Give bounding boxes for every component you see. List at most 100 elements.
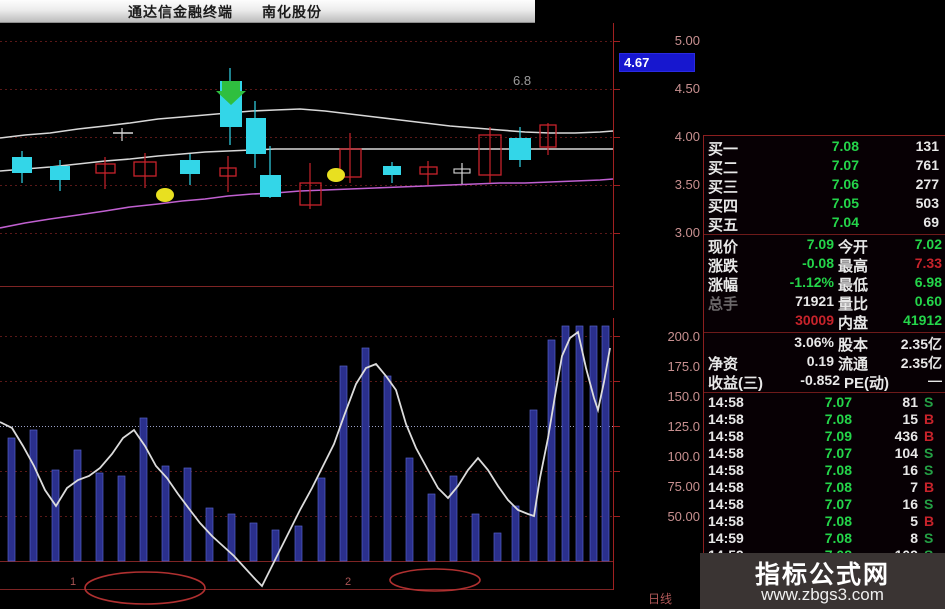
quote-panel: 买一 7.08 131 买二 7.07 761 买三 7.06 277 买四 7… <box>703 135 945 609</box>
tick-price: 7.08 <box>824 462 852 478</box>
bid-label: 买三 <box>708 179 739 196</box>
stat-label-left: 收益(三) <box>708 375 763 392</box>
cursor-price-value: 4.67 <box>624 55 650 70</box>
tick-volume: 81 <box>902 394 918 410</box>
tick-time: 14:58 <box>708 496 744 512</box>
tick-time: 14:58 <box>708 394 744 410</box>
bid-label: 买五 <box>708 217 739 234</box>
tick-time: 14:58 <box>708 411 744 427</box>
tick-row[interactable]: 14:58 7.07 16 S <box>704 496 945 513</box>
tick-row[interactable]: 14:58 7.08 16 S <box>704 462 945 479</box>
watermark-url: www.zbgs3.com <box>761 585 884 604</box>
stat-label-left: 涨幅 <box>708 277 739 294</box>
candle <box>539 123 557 155</box>
pane-bottom-border <box>0 286 613 287</box>
axis-tick <box>614 381 620 382</box>
stat-value-left: -0.852 <box>800 372 840 388</box>
tick-direction: S <box>924 530 934 546</box>
volume-indicator-pane[interactable]: 1 2 <box>0 318 613 605</box>
tick-row[interactable]: 14:58 7.08 7 B <box>704 479 945 496</box>
cursor-price-badge: 4.67 <box>619 53 695 72</box>
candle <box>113 128 133 141</box>
stat-label-left: 净资 <box>708 356 739 373</box>
tick-row[interactable]: 14:58 7.08 15 B <box>704 411 945 428</box>
bid-row[interactable]: 买三 7.06 277 <box>704 176 945 196</box>
tick-price: 7.09 <box>824 428 852 444</box>
stat-label-left: 现价 <box>708 239 739 256</box>
bid-qty: 503 <box>915 195 939 211</box>
bid-price: 7.07 <box>831 157 859 173</box>
divider <box>704 332 945 333</box>
tick-price: 7.07 <box>824 394 852 410</box>
stat-value-left: -0.08 <box>802 255 834 271</box>
tick-volume: 16 <box>902 496 918 512</box>
watermark-title: 指标公式网 <box>754 561 890 589</box>
stat-value-right: 0.60 <box>914 293 942 309</box>
bid-qty: 69 <box>923 214 939 230</box>
stat-label-right: 量比 <box>838 296 869 313</box>
stat-value-right: 7.33 <box>914 255 942 271</box>
divider <box>704 234 945 235</box>
indicator-line <box>0 330 611 588</box>
volume-axis-label: 150.0 <box>667 389 700 404</box>
stat-label-right: PE(动) <box>844 375 890 392</box>
volume-axis-label: 75.00 <box>667 479 700 494</box>
candle <box>180 154 200 185</box>
annotation-ellipse <box>389 568 481 592</box>
candle <box>50 160 70 191</box>
candle <box>419 161 438 185</box>
tick-time: 14:58 <box>708 445 744 461</box>
stat-value-left: 71921 <box>795 293 834 309</box>
axis-tick <box>614 336 620 337</box>
stat-label-right: 流通 <box>838 356 869 373</box>
pane-bottom-border <box>0 589 613 590</box>
volume-axis: 200.0 175.0 150.0 125.0 100.0 75.00 50.0… <box>613 318 704 590</box>
bid-row[interactable]: 买四 7.05 503 <box>704 195 945 215</box>
volume-axis-label: 125.0 <box>667 419 700 434</box>
grid-line <box>0 471 613 472</box>
stat-row: 净资 0.19 流通 2.35亿 <box>704 353 945 373</box>
bid-qty: 761 <box>915 157 939 173</box>
tick-row[interactable]: 14:58 7.07 104 S <box>704 445 945 462</box>
period-label[interactable]: 日线 <box>648 592 673 606</box>
stat-label-left: 总手 <box>708 296 739 313</box>
stat-label-right: 最低 <box>838 277 869 294</box>
tick-volume: 15 <box>902 411 918 427</box>
stat-row: 涨幅 -1.12% 最低 6.98 <box>704 274 945 294</box>
grid-line <box>0 185 613 186</box>
bid-row[interactable]: 买五 7.04 69 <box>704 214 945 234</box>
candle <box>12 151 32 183</box>
tick-row[interactable]: 14:59 7.08 8 S <box>704 530 945 547</box>
tick-row[interactable]: 14:58 7.09 436 B <box>704 428 945 445</box>
grid-line-mid <box>0 426 613 427</box>
stat-label-right: 内盘 <box>838 315 869 332</box>
price-axis: 5.00 4.50 4.00 3.50 3.00 4.67 <box>613 23 704 310</box>
candle <box>339 133 362 183</box>
tick-row[interactable]: 14:58 7.08 5 B <box>704 513 945 530</box>
price-axis-label: 4.00 <box>674 129 700 144</box>
bid-label: 买二 <box>708 160 739 177</box>
tick-row[interactable]: 14:58 7.07 81 S <box>704 394 945 411</box>
axis-tick <box>614 426 620 427</box>
candlestick-series <box>12 68 557 209</box>
price-axis-label: 5.00 <box>674 33 700 48</box>
buy-dot-marker <box>327 168 345 182</box>
candle <box>133 153 157 188</box>
bid-row[interactable]: 买一 7.08 131 <box>704 138 945 158</box>
tick-time: 14:58 <box>708 513 744 529</box>
x-axis-mark: 1 <box>70 576 77 588</box>
price-axis-label: 3.50 <box>674 177 700 192</box>
stat-value-left: 3.06% <box>794 334 834 350</box>
stat-value-left: 30009 <box>795 312 834 328</box>
bid-price: 7.08 <box>831 138 859 154</box>
volume-axis-label: 200.0 <box>667 329 700 344</box>
bid-label: 买一 <box>708 141 739 158</box>
stat-value-left: 7.09 <box>806 236 834 252</box>
sell-signal-arrow-icon <box>216 81 246 105</box>
price-chart-pane[interactable]: 6.8 <box>0 23 614 310</box>
grid-line <box>0 233 613 234</box>
price-axis-label: 4.50 <box>674 81 700 96</box>
indicator-canvas <box>0 325 611 605</box>
bid-row[interactable]: 买二 7.07 761 <box>704 157 945 177</box>
stat-row: 现价 7.09 今开 7.02 <box>704 236 945 256</box>
